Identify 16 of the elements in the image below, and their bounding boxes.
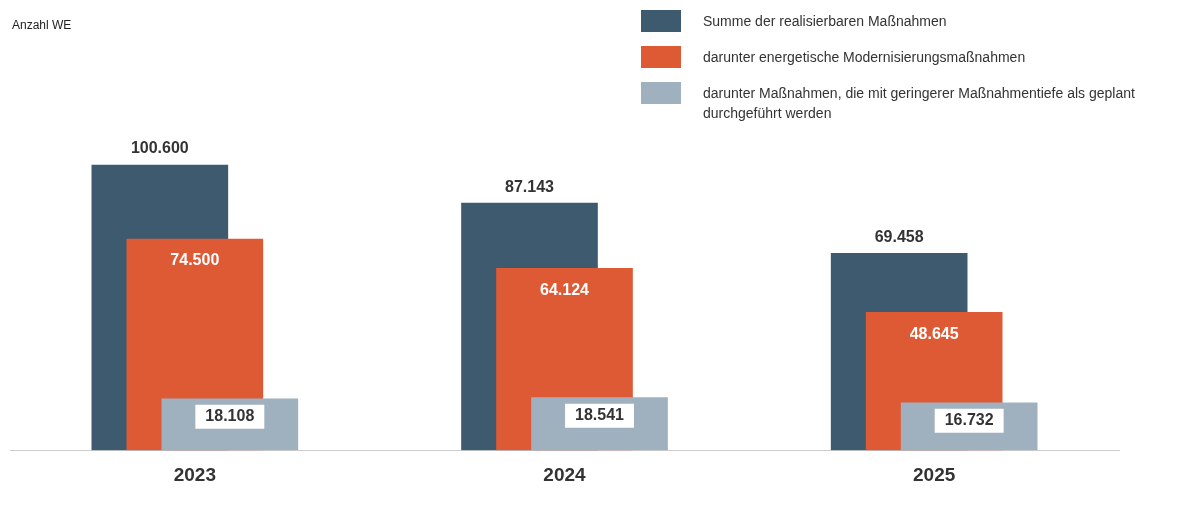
legend-label: darunter energetische Modernisierungsmaßnahmen: [703, 48, 1026, 67]
x-tick-label: 2025: [913, 463, 956, 485]
data-label: 87.143: [505, 177, 555, 195]
data-label: 18.108: [205, 407, 255, 425]
data-label: 74.500: [170, 251, 220, 269]
text: Anzahl WE: [12, 18, 72, 32]
x-tick-label: 2024: [543, 463, 587, 485]
legend-label: Summe der realisierbaren Maßnahmen: [703, 12, 947, 31]
data-label: 18.541: [575, 406, 625, 424]
data-label: 100.600: [130, 139, 189, 157]
x-tick-label: 2023: [173, 463, 216, 485]
legend-label: darunter Maßnahmen, die mit geringerer Maßnahmentiefe als geplant durchgeführt werden: [703, 84, 1136, 123]
data-label: 16.732: [944, 411, 994, 429]
data-label: 64.124: [540, 280, 590, 298]
data-label: 69.458: [874, 227, 924, 245]
data-label: 48.645: [909, 324, 959, 342]
